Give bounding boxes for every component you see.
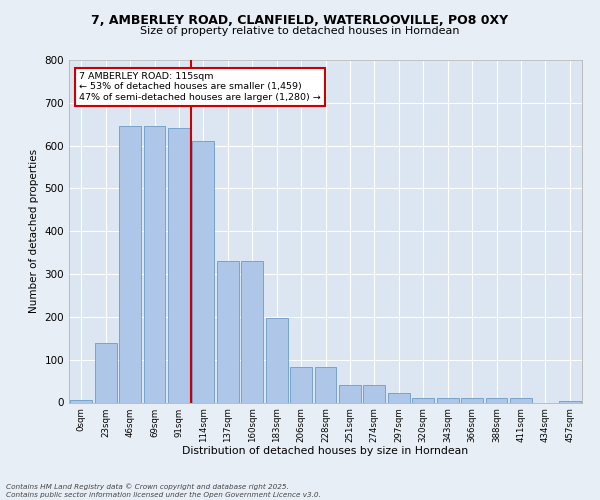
Bar [241,261,263,402]
Text: Contains HM Land Registry data © Crown copyright and database right 2025.
Contai: Contains HM Land Registry data © Crown c… [6,484,321,498]
Bar [510,398,532,402]
Bar [388,393,410,402]
Bar [314,368,337,402]
Bar [193,142,214,402]
Bar [339,386,361,402]
Bar [412,398,434,402]
Bar [217,261,239,402]
Bar [461,398,483,402]
Text: 7 AMBERLEY ROAD: 115sqm
← 53% of detached houses are smaller (1,459)
47% of semi: 7 AMBERLEY ROAD: 115sqm ← 53% of detache… [79,72,321,102]
Bar [364,386,385,402]
Bar [119,126,141,402]
Bar [437,398,458,402]
Text: Size of property relative to detached houses in Horndean: Size of property relative to detached ho… [140,26,460,36]
Bar [290,368,312,402]
Bar [70,400,92,402]
Text: 7, AMBERLEY ROAD, CLANFIELD, WATERLOOVILLE, PO8 0XY: 7, AMBERLEY ROAD, CLANFIELD, WATERLOOVIL… [91,14,509,27]
Bar [168,128,190,402]
Bar [266,318,287,402]
Bar [143,126,166,402]
X-axis label: Distribution of detached houses by size in Horndean: Distribution of detached houses by size … [182,446,469,456]
Bar [559,401,581,402]
Y-axis label: Number of detached properties: Number of detached properties [29,149,39,314]
Bar [95,342,116,402]
Bar [485,398,508,402]
